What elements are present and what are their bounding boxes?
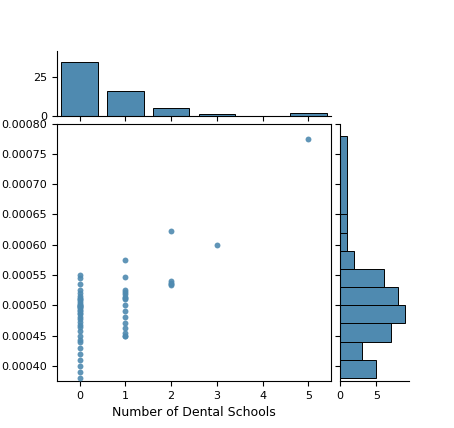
Point [122, 256, 129, 263]
Point [122, 320, 129, 327]
Point [213, 241, 221, 248]
Bar [340, 342, 362, 360]
Point [76, 318, 83, 325]
Point [122, 293, 129, 300]
Point [168, 227, 175, 234]
Point [76, 293, 83, 300]
Point [76, 316, 83, 323]
Point [76, 300, 83, 307]
Point [122, 325, 129, 332]
Point [168, 279, 175, 286]
Point [76, 314, 83, 321]
Point [76, 290, 83, 297]
Point [76, 303, 83, 310]
Bar [199, 114, 235, 116]
Point [122, 302, 129, 309]
Point [168, 281, 175, 288]
Bar [107, 91, 144, 116]
Point [122, 273, 129, 280]
Point [122, 294, 129, 301]
Point [122, 291, 129, 298]
Point [76, 303, 83, 309]
Point [76, 305, 83, 312]
Point [76, 328, 83, 335]
Bar [153, 108, 189, 116]
Point [76, 350, 83, 357]
Point [76, 374, 83, 381]
Bar [340, 287, 398, 305]
Bar [340, 136, 347, 214]
X-axis label: Number of Dental Schools: Number of Dental Schools [112, 406, 276, 419]
Point [76, 369, 83, 375]
Point [76, 302, 83, 309]
Point [76, 272, 83, 279]
Point [76, 357, 83, 363]
Point [76, 332, 83, 339]
Point [305, 135, 312, 142]
Point [76, 308, 83, 315]
Bar [340, 360, 376, 378]
Point [76, 324, 83, 330]
Bar [340, 251, 355, 269]
Bar [340, 214, 347, 233]
Point [76, 309, 83, 316]
Point [76, 344, 83, 351]
Point [76, 303, 83, 310]
Point [122, 332, 129, 339]
Point [76, 363, 83, 369]
Point [168, 281, 175, 288]
Point [122, 288, 129, 295]
Point [122, 308, 129, 315]
Point [76, 321, 83, 328]
Point [76, 311, 83, 318]
Point [122, 314, 129, 321]
Point [76, 307, 83, 314]
Bar [290, 113, 327, 116]
Bar [340, 269, 384, 287]
Point [76, 294, 83, 301]
Point [122, 287, 129, 294]
Point [76, 281, 83, 288]
Point [76, 287, 83, 294]
Point [76, 275, 83, 282]
Point [76, 338, 83, 345]
Point [122, 296, 129, 303]
Point [122, 330, 129, 336]
Point [76, 297, 83, 304]
Bar [340, 305, 405, 324]
Bar [61, 62, 98, 116]
Point [122, 332, 129, 339]
Bar [340, 324, 391, 342]
Point [168, 278, 175, 285]
Point [76, 299, 83, 306]
Point [76, 336, 83, 343]
Bar [340, 233, 347, 251]
Point [76, 296, 83, 303]
